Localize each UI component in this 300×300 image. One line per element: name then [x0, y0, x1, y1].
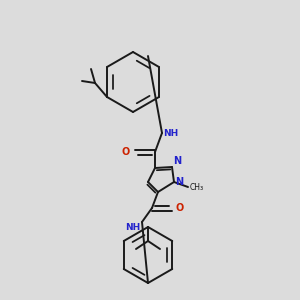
- Text: N: N: [173, 156, 181, 166]
- Text: N: N: [175, 177, 183, 187]
- Text: O: O: [122, 147, 130, 157]
- Text: O: O: [176, 203, 184, 213]
- Text: NH: NH: [125, 223, 140, 232]
- Text: CH₃: CH₃: [190, 182, 204, 191]
- Text: NH: NH: [163, 128, 178, 137]
